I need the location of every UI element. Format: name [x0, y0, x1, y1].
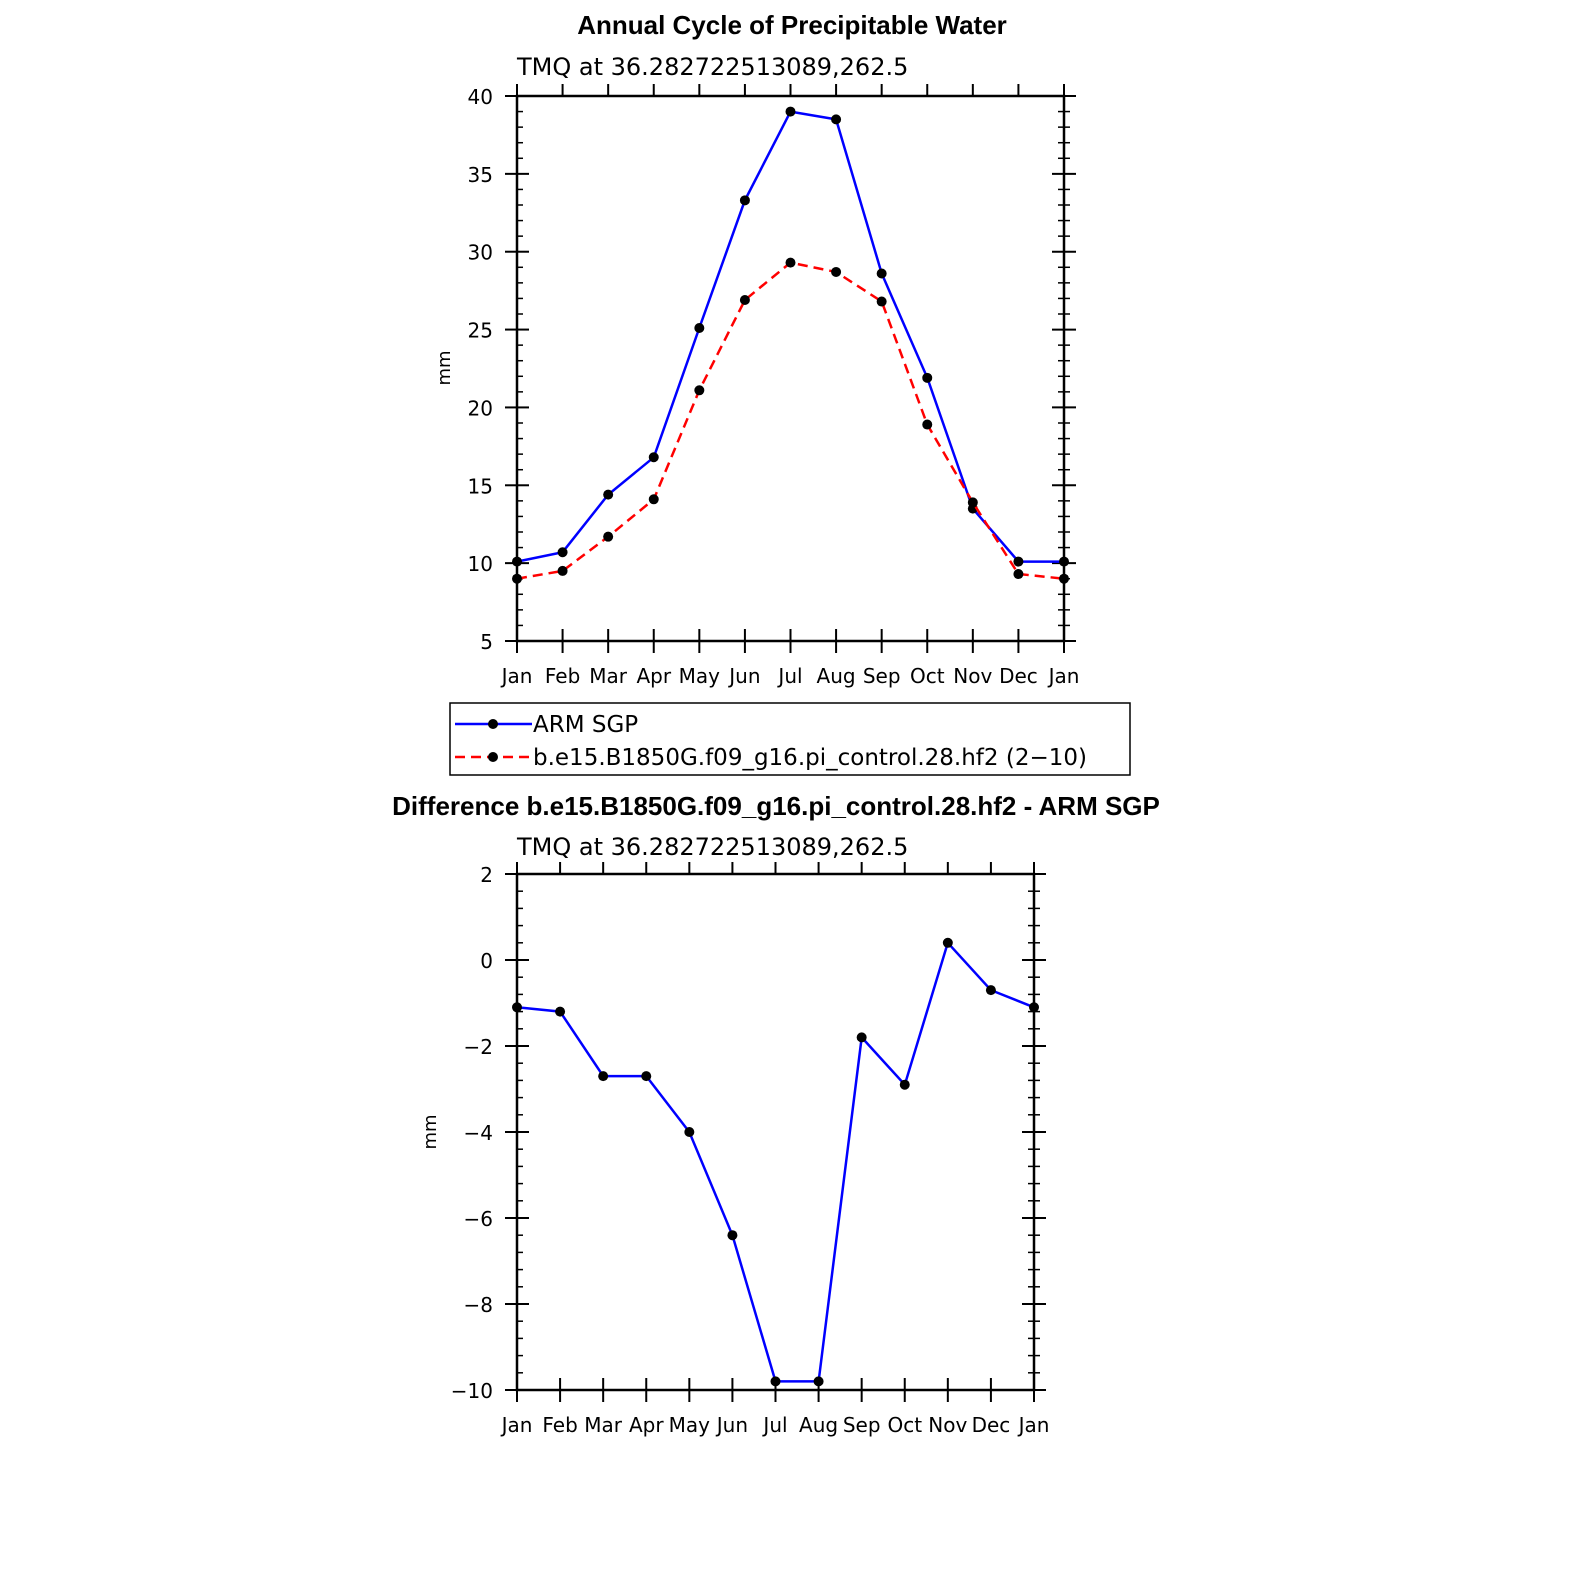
- data-point: [739, 195, 750, 206]
- y-tick-label: 2: [480, 863, 493, 887]
- y-tick-label: 25: [468, 319, 493, 343]
- data-point: [856, 1032, 867, 1043]
- data-point: [967, 497, 978, 508]
- series-layer: [512, 937, 1039, 1387]
- y-tick-label: −6: [464, 1207, 493, 1231]
- x-tick-label: Jul: [776, 664, 802, 688]
- series-line: [516, 261, 1065, 580]
- axis-ticks: 5 10 15 20 25 30 35 40 Jan Feb Mar Apr May Jun Jul Aug S…: [468, 84, 1080, 688]
- y-tick-label: 0: [480, 949, 493, 973]
- x-tick-label: Aug: [817, 664, 856, 688]
- data-point: [922, 419, 933, 430]
- y-tick-label: 35: [468, 163, 493, 187]
- y-tick-label: 5: [480, 630, 493, 654]
- data-point: [641, 1071, 652, 1082]
- x-tick-label: Apr: [636, 664, 671, 688]
- legend-marker-arm-sgp: [488, 719, 498, 729]
- data-point: [1013, 556, 1024, 567]
- y-tick-label: 20: [468, 396, 493, 420]
- chart-subtitle: TMQ at 36.282722513089,262.5: [516, 53, 908, 81]
- chart-title: Difference b.e15.B1850G.f09_g16.pi_contr…: [392, 791, 1160, 821]
- x-tick-label: Mar: [584, 1413, 623, 1437]
- legend: ARM SGP b.e15.B1850G.f09_g16.pi_control.…: [449, 702, 1131, 776]
- data-point: [785, 257, 796, 268]
- data-point: [603, 531, 614, 542]
- x-tick-label: Mar: [589, 664, 628, 688]
- x-tick-label: Feb: [542, 1413, 577, 1437]
- x-tick-label: Feb: [545, 664, 580, 688]
- data-point: [876, 268, 887, 279]
- plot-frame: [515, 872, 1036, 1392]
- x-tick-label: Jun: [715, 1413, 748, 1437]
- x-tick-label: May: [679, 664, 721, 688]
- x-tick-label: Jan: [1047, 664, 1080, 688]
- x-tick-label: Jul: [761, 1413, 787, 1437]
- x-tick-label: May: [669, 1413, 711, 1437]
- chart-title: Annual Cycle of Precipitable Water: [577, 10, 1007, 40]
- series-layer: [512, 106, 1069, 584]
- y-tick-label: 40: [468, 85, 493, 109]
- y-tick-label: 10: [468, 552, 493, 576]
- data-point: [899, 1079, 910, 1090]
- data-point: [770, 1376, 781, 1387]
- data-point: [694, 323, 705, 334]
- legend-marker-model: [488, 752, 498, 762]
- x-tick-label: Jun: [727, 664, 760, 688]
- y-tick-label: 30: [468, 241, 493, 265]
- data-point: [694, 385, 705, 396]
- data-point: [876, 296, 887, 307]
- data-point: [831, 266, 842, 277]
- chart-subtitle: TMQ at 36.282722513089,262.5: [516, 833, 908, 861]
- difference-panel: Difference b.e15.B1850G.f09_g16.pi_contr…: [392, 791, 1160, 1437]
- data-point: [648, 494, 659, 505]
- data-point: [603, 489, 614, 500]
- x-tick-label: Oct: [887, 1413, 922, 1437]
- annual-cycle-panel: Annual Cycle of Precipitable Water TMQ a…: [434, 10, 1079, 688]
- x-tick-label: Sep: [843, 1413, 881, 1437]
- x-tick-label: Dec: [999, 664, 1038, 688]
- series-line: [516, 110, 1064, 563]
- data-point: [648, 452, 659, 463]
- x-tick-label: Nov: [953, 664, 992, 688]
- x-tick-label: Jan: [500, 1413, 533, 1437]
- data-point: [942, 937, 953, 948]
- data-point: [557, 565, 568, 576]
- data-point: [813, 1376, 824, 1387]
- data-point: [727, 1230, 738, 1241]
- x-tick-label: Aug: [799, 1413, 838, 1437]
- data-point: [922, 372, 933, 383]
- y-tick-label: 15: [468, 474, 493, 498]
- x-tick-label: Oct: [910, 664, 945, 688]
- data-point: [831, 114, 842, 125]
- data-point: [684, 1127, 695, 1137]
- x-tick-label: Nov: [928, 1413, 967, 1437]
- y-tick-label: −4: [464, 1121, 493, 1145]
- plot-frame: [515, 94, 1066, 643]
- data-point: [739, 294, 750, 305]
- x-tick-label: Dec: [972, 1413, 1011, 1437]
- y-axis-label: mm: [434, 350, 455, 385]
- data-point: [1013, 569, 1024, 580]
- legend-label-model: b.e15.B1850G.f09_g16.pi_control.28.hf2 (…: [533, 745, 1087, 771]
- x-tick-label: Jan: [500, 664, 533, 688]
- data-point: [785, 106, 796, 117]
- x-tick-label: Jan: [1017, 1413, 1050, 1437]
- legend-label-arm-sgp: ARM SGP: [533, 712, 638, 738]
- y-tick-label: −2: [464, 1035, 493, 1059]
- data-point: [555, 1006, 566, 1017]
- x-tick-label: Apr: [629, 1413, 664, 1437]
- legend-box: [449, 702, 1131, 776]
- data-point: [598, 1071, 609, 1082]
- axis-ticks: −10 −8 −6 −4 −2 0 2 Jan Feb Mar Apr May Jun Jul Aug Sep…: [451, 862, 1050, 1437]
- data-point: [557, 547, 568, 558]
- x-tick-label: Sep: [863, 664, 901, 688]
- y-axis-label: mm: [420, 1114, 441, 1149]
- data-point: [985, 985, 996, 996]
- y-tick-label: −8: [464, 1293, 493, 1317]
- y-tick-label: −10: [451, 1379, 493, 1403]
- series-line: [516, 940, 1035, 1383]
